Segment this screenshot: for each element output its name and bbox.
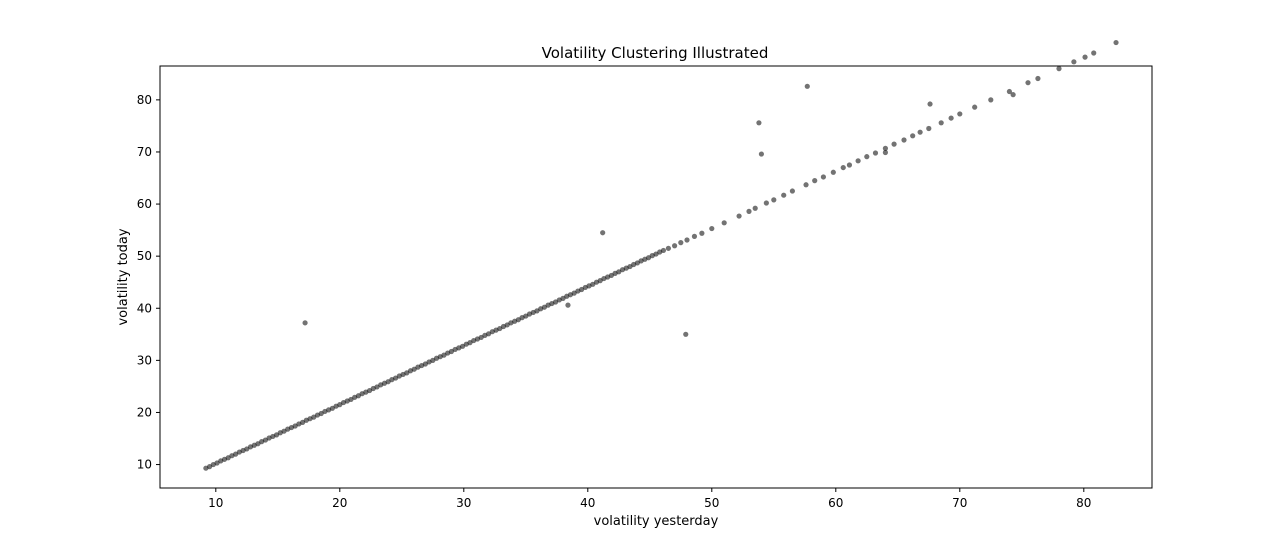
x-tick-label: 40: [580, 496, 595, 510]
x-tick-label: 70: [952, 496, 967, 510]
y-tick-label: 60: [137, 197, 152, 211]
data-point: [882, 149, 889, 156]
data-point: [691, 233, 698, 239]
y-axis: 10 20 30 40 50 60 70 80: [137, 93, 160, 472]
data-point: [683, 331, 689, 337]
y-tick-label: 30: [137, 353, 152, 367]
data-point: [804, 83, 810, 89]
data-points: [203, 39, 1119, 471]
data-point: [917, 129, 923, 135]
data-point: [948, 115, 954, 121]
data-point: [600, 230, 606, 236]
data-point: [736, 213, 742, 219]
x-tick-label: 20: [332, 496, 347, 510]
data-point: [665, 245, 672, 251]
data-point: [988, 97, 994, 103]
x-tick-label: 30: [456, 496, 471, 510]
data-point: [803, 182, 809, 188]
data-point: [1082, 54, 1088, 60]
chart-title: Volatility Clustering Illustrated: [542, 44, 769, 62]
data-point: [1035, 75, 1041, 82]
data-point: [302, 320, 308, 326]
data-point: [957, 111, 963, 117]
data-point: [927, 101, 933, 107]
y-tick-label: 20: [137, 405, 152, 419]
y-axis-title: volatility today: [116, 228, 131, 325]
data-point: [812, 178, 818, 184]
data-point: [752, 205, 758, 211]
data-point: [820, 174, 827, 180]
data-point: [910, 133, 916, 139]
plot-frame: [159, 65, 1153, 489]
data-point: [771, 197, 777, 203]
x-tick-label: 10: [208, 496, 223, 510]
data-point: [789, 188, 796, 194]
x-axis: 10 20 30 40 50 60 70 80: [208, 488, 1091, 510]
x-tick-label: 80: [1076, 496, 1091, 510]
data-point: [840, 164, 846, 171]
y-tick-label: 50: [137, 249, 152, 263]
data-point: [1113, 39, 1119, 46]
data-point: [746, 208, 752, 214]
x-tick-label: 60: [828, 496, 843, 510]
x-tick-label: 50: [704, 496, 719, 510]
x-axis-title: volatility yesterday: [594, 514, 719, 529]
data-point: [781, 192, 787, 198]
y-tick-label: 40: [137, 301, 152, 315]
data-point: [721, 220, 727, 226]
data-point: [1091, 50, 1097, 56]
data-point: [864, 154, 870, 160]
y-tick-label: 10: [137, 458, 152, 472]
data-point: [699, 230, 705, 236]
data-point: [926, 125, 932, 132]
data-point: [1006, 88, 1013, 95]
y-tick-label: 70: [137, 145, 152, 159]
data-point: [678, 240, 684, 246]
data-point: [1010, 92, 1016, 98]
data-point: [882, 145, 889, 151]
data-point: [709, 225, 715, 232]
data-point: [660, 247, 667, 254]
data-point: [872, 150, 879, 156]
data-point: [684, 237, 690, 243]
data-point: [1071, 59, 1077, 65]
data-point: [565, 302, 571, 308]
data-point: [1056, 66, 1062, 72]
data-point: [846, 162, 853, 168]
data-point: [756, 120, 762, 126]
data-point: [855, 158, 861, 164]
y-tick-label: 80: [137, 93, 152, 107]
data-point: [901, 137, 907, 143]
data-point: [938, 120, 944, 126]
data-point: [672, 243, 678, 249]
data-point: [891, 141, 897, 147]
data-point: [830, 169, 836, 175]
data-point: [1025, 80, 1031, 86]
data-point: [758, 151, 765, 157]
data-point: [972, 104, 978, 110]
data-point: [763, 200, 769, 206]
